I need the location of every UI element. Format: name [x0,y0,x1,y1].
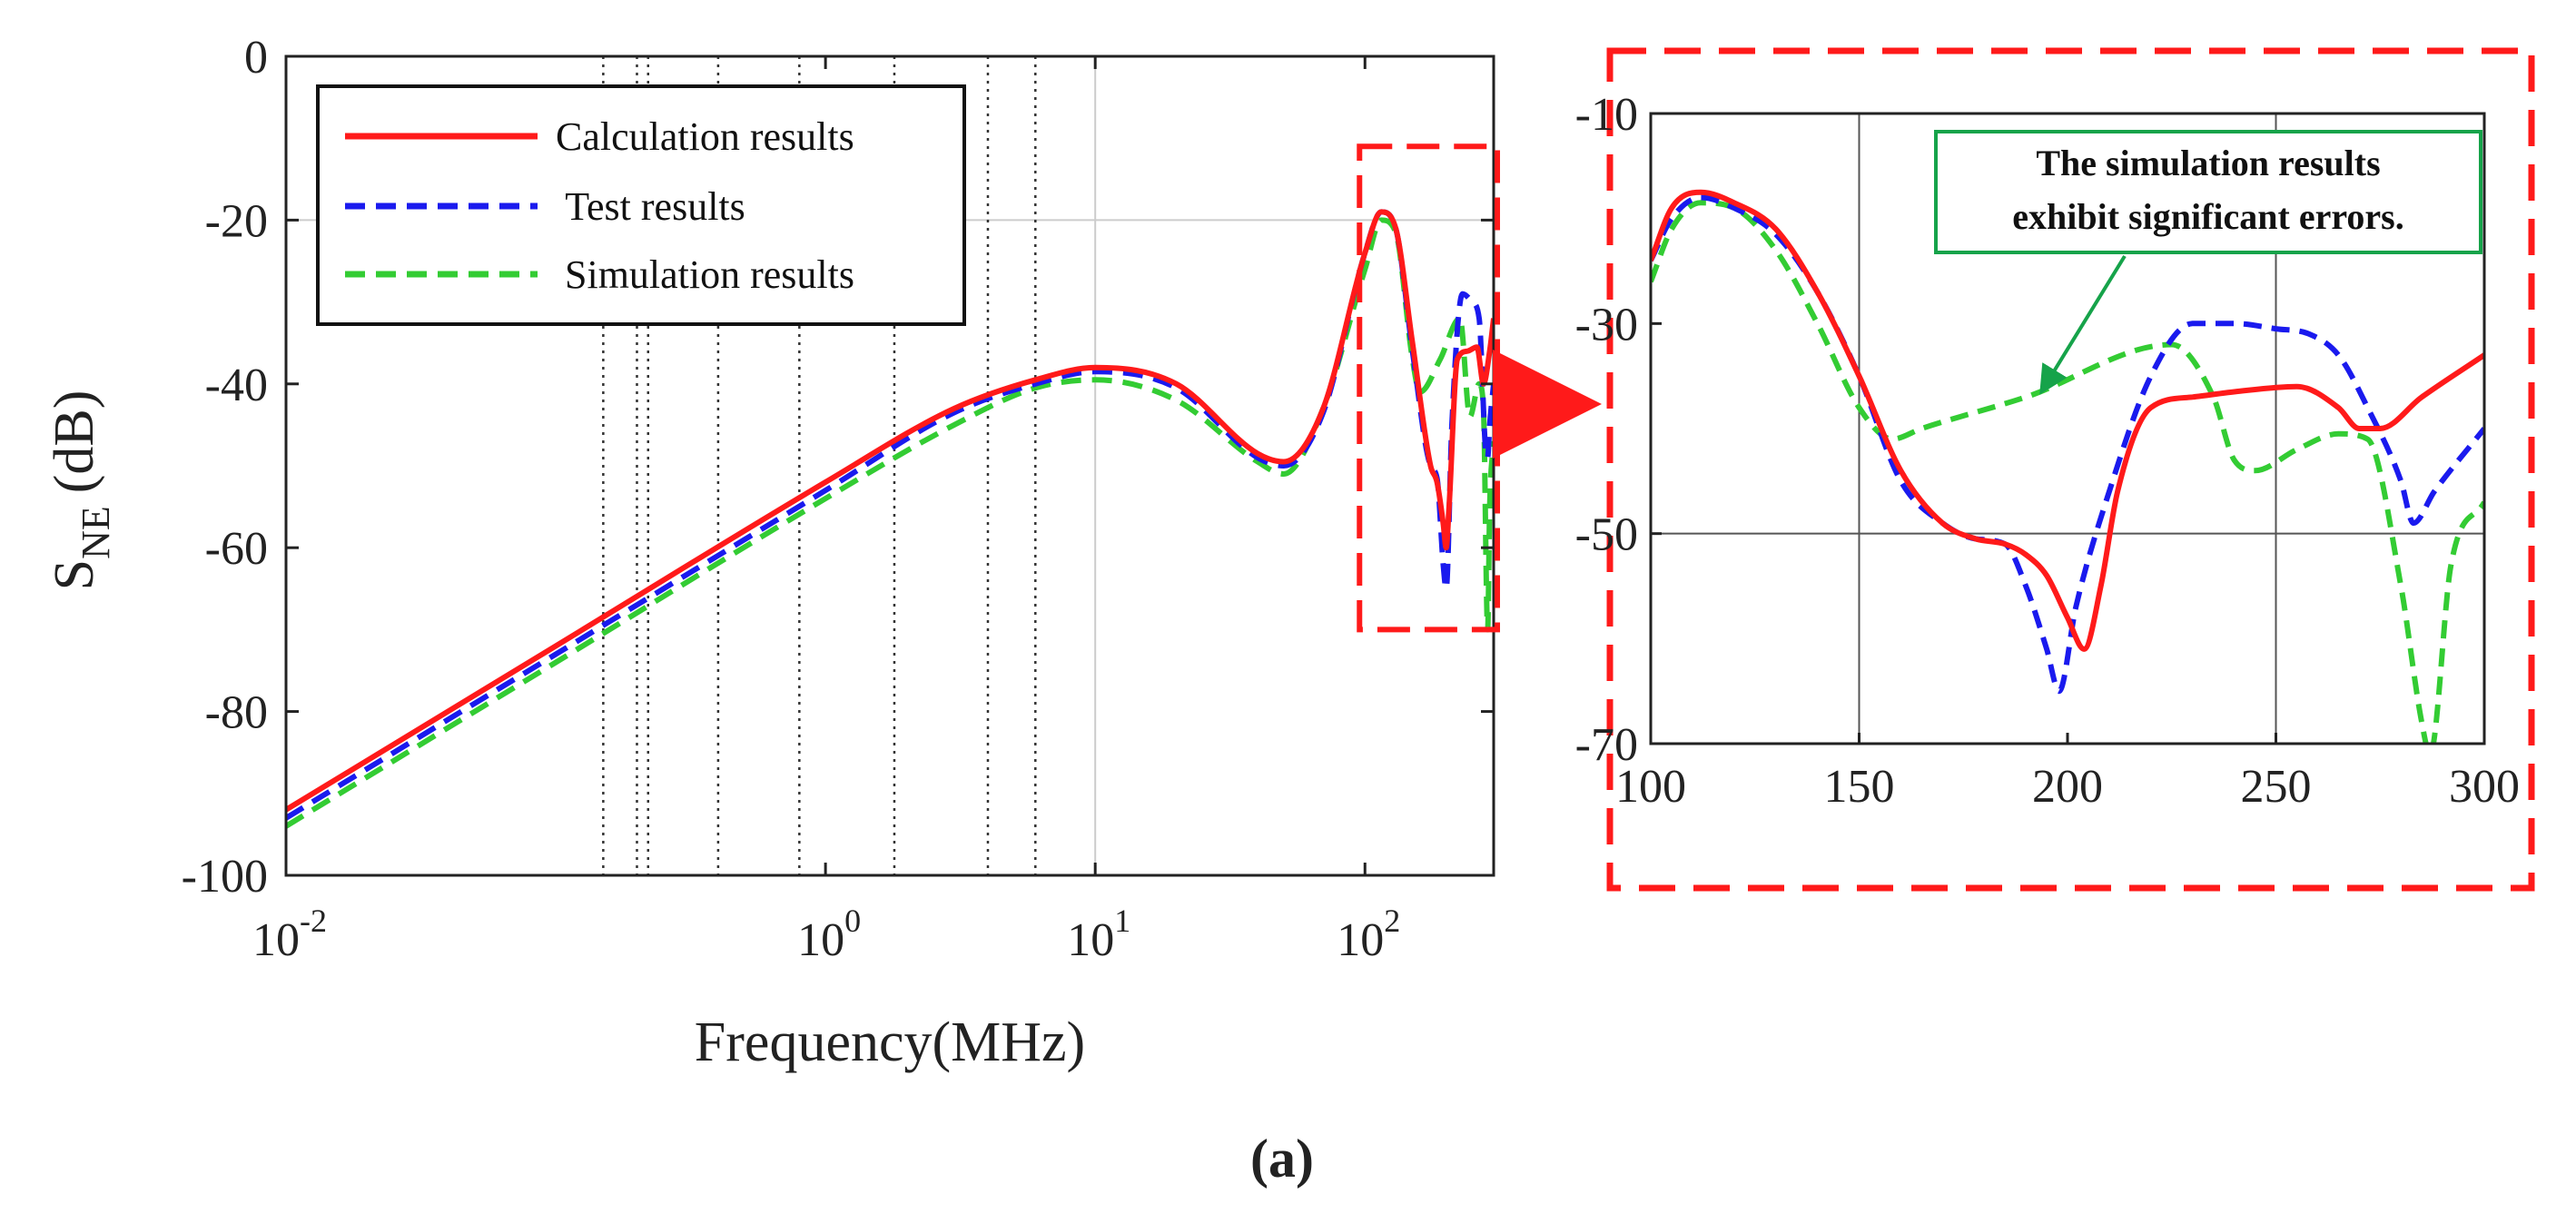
annotation: The simulation results exhibit significa… [1934,130,2482,395]
legend-label-test: Test results [556,184,745,229]
annotation-arrow [2039,254,2127,395]
inset-calculation-line [1651,189,2484,652]
inset-x-tick-label: 250 [2241,761,2312,813]
y-label-subscript: NE [74,506,118,559]
main-plot: 0-20-40-60-80-100 10-2 100 101 102 Frequenc… [44,32,1500,1073]
legend: Calculation results Test results Simulat… [316,84,966,326]
main-x-axis-label: Frequency(MHz) [695,1012,1085,1073]
main-x-tick-labels: 10-2 100 101 102 [252,903,1400,966]
tick-base: 10 [1067,914,1114,966]
main-x-tick-label: 10-2 [252,903,327,966]
inset-outer-frame [1606,47,2535,892]
inset-x-tick-label: 200 [2032,761,2103,813]
annotation-line-1: The simulation results [2036,143,2380,183]
annotation-box [1934,130,2482,254]
main-y-tick-labels: 0 -20 -40 -60 -80 -100 [182,32,268,903]
main-x-tick-label: 100 [797,903,861,966]
inset-y-tick-label: -30 [1575,299,1638,350]
inset-tick-marks [1649,112,2486,745]
legend-label-simulation: Simulation results [565,252,854,297]
main-x-tick-label: 102 [1337,903,1400,966]
inset-test-line [1651,194,2484,695]
main-y-tick-label: -80 [205,687,268,739]
main-y-tick-label: 0 [244,32,268,84]
main-y-tick-label: -40 [205,360,268,411]
tick-base: 10 [797,914,844,966]
main-x-tick-label: 101 [1067,903,1130,966]
legend-label-calculation: Calculation results [556,114,854,159]
figure-caption: (a) [1250,1129,1314,1189]
inset-y-tick-labels: -10 -30 -50 -70 [1575,89,1638,771]
main-dotted-lines [602,56,1037,875]
tick-exponent: 0 [844,903,861,939]
main-axes-frame [284,54,1495,877]
inset-plot: -10 -30 -50 -70 100 150 200 250 300 The simulat… [1575,47,2535,892]
inset-x-tick-label: 300 [2449,761,2520,813]
main-calculation-line [286,209,1494,813]
inset-series-group [1651,189,2484,744]
main-test-line [286,209,1494,821]
tick-exponent: -2 [300,903,327,939]
inset-y-tick-label: -70 [1575,719,1638,771]
main-y-tick-label: -20 [205,195,268,247]
main-y-tick-label: -100 [182,851,268,903]
main-series-group [286,209,1494,829]
tick-base: 10 [252,914,300,966]
y-label-main: S [44,559,105,590]
main-y-axis-label: SNE (dB) [44,390,118,591]
tick-exponent: 2 [1384,903,1400,939]
inset-x-tick-label: 150 [1824,761,1895,813]
inset-simulation-line [1651,200,2484,744]
y-label-unit: (dB) [44,390,105,494]
tick-exponent: 1 [1114,903,1130,939]
inset-y-tick-label: -10 [1575,89,1638,141]
main-y-tick-label: -60 [205,523,268,575]
main-tick-marks [284,54,1494,877]
inset-x-tick-labels: 100 150 200 250 300 [1615,761,2520,813]
tick-base: 10 [1337,914,1384,966]
inset-y-tick-label: -50 [1575,509,1638,561]
main-simulation-line [286,217,1494,829]
annotation-line-2: exhibit significant errors. [2012,196,2403,237]
inset-x-tick-label: 100 [1615,761,1686,813]
